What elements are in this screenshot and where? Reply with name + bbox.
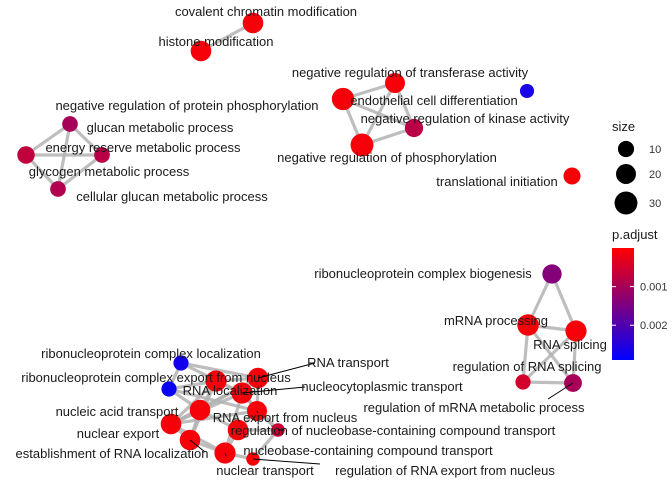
node-neg_prot_phos <box>331 87 355 111</box>
node-label-energy_reserve: energy reserve metabolic process <box>45 140 241 155</box>
node-nuclear_export <box>160 413 182 435</box>
size-legend-label-20: 20 <box>649 169 661 181</box>
node-glycogen_meta <box>94 147 110 163</box>
node-label-neg_transferase: negative regulation of transferase activ… <box>292 65 529 80</box>
node-label-rnp_localization: ribonucleoprotein complex localization <box>41 346 261 361</box>
node-rnp_export <box>161 381 177 397</box>
node-glucan_meta <box>62 116 78 132</box>
size-legend: size 10 20 30 <box>612 119 661 215</box>
node-covalent_chromatin <box>242 12 264 34</box>
node-label-mrna_processing: mRNA processing <box>444 313 548 328</box>
node-neg_kinase <box>404 118 424 138</box>
leader-line-rna_transport <box>257 362 316 379</box>
node-label-translational_init: translational initiation <box>436 174 557 189</box>
size-legend-label-30: 30 <box>649 198 661 210</box>
node-label-nucleocyto: nucleocytoplasmic transport <box>301 379 463 394</box>
leader-line-rna_loc_establish <box>189 439 206 453</box>
node-label-endothelial: endothelial cell differentiation <box>350 93 517 108</box>
node-reg_rna_splicing <box>515 374 531 390</box>
leader-line-reg_rna_export <box>252 458 321 465</box>
leader-line-reg_mrna_meta <box>547 382 574 400</box>
size-legend-key-10 <box>617 140 635 158</box>
node-layer <box>17 12 587 466</box>
node-label-neg_prot_phos: negative regulation of protein phosphory… <box>55 98 318 113</box>
node-label-cellular_glucan: cellular glucan metabolic process <box>76 189 268 204</box>
pvalue-color-legend: p.adjust 0.001 0.002 <box>612 227 668 360</box>
node-label-rna_localization: RNA localization <box>183 383 278 398</box>
node-endothelial <box>519 83 535 99</box>
color-legend-label-1: 0.002 <box>640 320 668 332</box>
node-neg_transferase <box>385 73 405 93</box>
node-label-covalent_chromatin: covalent chromatin modification <box>175 4 357 19</box>
node-label-reg_nucleobase_transport: regulation of nucleobase-containing comp… <box>231 423 556 438</box>
edge-glycogen_meta-cellular_glucan <box>57 153 103 191</box>
color-legend-title: p.adjust <box>612 227 658 242</box>
node-label-glycogen_meta: glycogen metabolic process <box>29 164 190 179</box>
size-legend-label-10: 10 <box>649 144 661 156</box>
node-rnp_biogenesis <box>542 264 562 284</box>
node-rna_localization <box>205 370 227 392</box>
node-nucleic_acid_transport <box>189 399 211 421</box>
edge-rna_splicing-reg_rna_splicing <box>521 329 578 384</box>
node-label-rnp_export: ribonucleoprotein complex export from nu… <box>21 370 291 385</box>
size-legend-key-20 <box>616 164 636 184</box>
edge-rnp_localization-rna_transport <box>180 361 259 380</box>
node-cellular_glucan <box>50 181 66 197</box>
leader-line-rna_export <box>256 410 259 414</box>
node-nucleobase_transport <box>227 419 249 441</box>
edge-rna_export-nuclear_export <box>170 409 258 426</box>
leader-line-nucleocyto <box>241 386 306 394</box>
node-label-reg_mrna_meta: regulation of mRNA metabolic process <box>363 400 585 415</box>
node-label-nucleobase_transport: nucleobase-containing compound transport <box>243 443 493 458</box>
node-label-glucan_meta: glucan metabolic process <box>87 120 234 135</box>
node-rnp_localization <box>173 355 189 371</box>
node-energy_reserve <box>17 146 35 164</box>
node-histone_mod <box>190 40 212 62</box>
size-legend-title: size <box>612 119 635 134</box>
edge-glucan_meta-energy_reserve <box>25 122 71 157</box>
node-label-nuclear_export: nuclear export <box>77 426 160 441</box>
leader-line-nuclear_transport <box>224 452 227 457</box>
node-label-reg_rna_splicing: regulation of RNA splicing <box>453 359 602 374</box>
color-legend-label-0: 0.001 <box>640 282 668 294</box>
node-label-neg_kinase: negative regulation of kinase activity <box>361 111 570 126</box>
node-label-rnp_biogenesis: ribonucleoprotein complex biogenesis <box>314 266 532 281</box>
size-legend-key-30 <box>614 191 638 215</box>
node-neg_phos <box>350 133 374 157</box>
node-mrna_processing <box>517 314 539 336</box>
node-rna_splicing <box>565 320 587 342</box>
node-label-nuclear_transport: nuclear transport <box>216 463 314 478</box>
node-translational_init <box>563 167 581 185</box>
node-label-rna_export: RNA export from nucleus <box>213 410 358 425</box>
node-label-rna_transport: RNA transport <box>307 355 389 370</box>
node-label-rna_loc_establish: establishment of RNA localization <box>16 446 209 461</box>
node-label-nucleic_acid_transport: nucleic acid transport <box>56 404 179 419</box>
node-label-neg_phos: negative regulation of phosphorylation <box>277 150 497 165</box>
node-label-rna_splicing: RNA splicing <box>533 337 607 352</box>
label-layer: covalent chromatin modification histone m… <box>16 4 607 478</box>
node-label-reg_rna_export: regulation of RNA export from nucleus <box>335 463 555 478</box>
edge-neg_prot_phos-neg_kinase <box>342 97 415 130</box>
color-legend-bar <box>612 248 634 360</box>
node-label-histone_mod: histone modification <box>159 34 274 49</box>
